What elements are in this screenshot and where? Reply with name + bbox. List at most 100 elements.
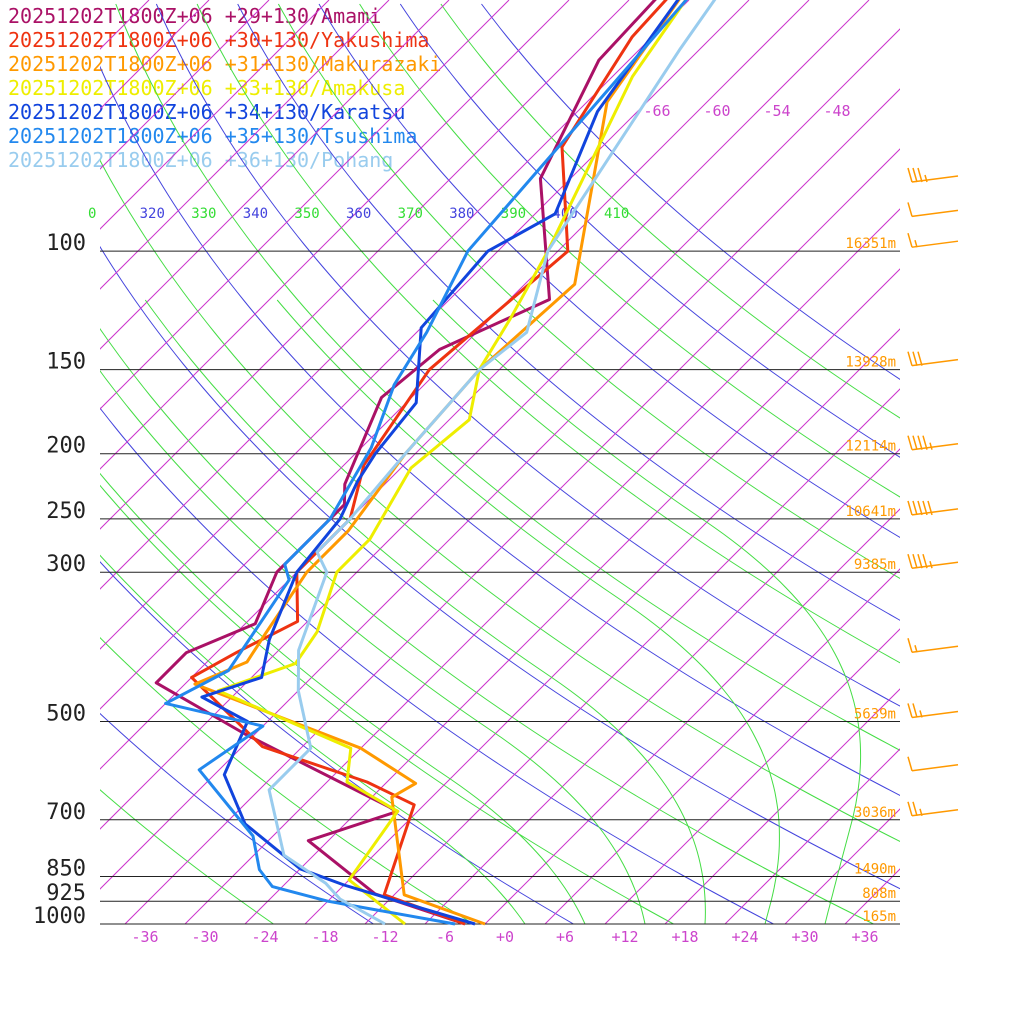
upper-temperature-labels: -66 -60 -54 -48: [643, 102, 850, 120]
isotherm: [100, 0, 150, 50]
moist-adiabat: [276, 299, 780, 924]
isotherm: [844, 868, 900, 924]
theta-label: 340: [243, 206, 268, 222]
temperature-tick-label: -18: [311, 928, 338, 946]
upper-temperature-label: -60: [703, 102, 730, 120]
wind-barb: [907, 351, 959, 367]
sounding-line: [200, 0, 680, 926]
wind-barb: [907, 500, 959, 516]
isotherm: [100, 28, 900, 830]
isotherm: [0, 0, 89, 924]
isotherm: [965, 0, 1024, 924]
theta-label: 330: [191, 206, 216, 222]
height-labels: 16351m 13928m 12114m 10641m 9385m 5639m 3036m 1…: [845, 236, 896, 925]
legend-entry: 20251202T1800Z+06 +30+130/Yakushima: [8, 28, 430, 52]
temperature-tick-label: -24: [251, 928, 278, 946]
theta-label: 350: [294, 206, 319, 222]
theta-label: 0: [88, 206, 96, 222]
sounding-line: [193, 0, 681, 926]
wind-barb: [907, 638, 959, 654]
pressure-label: 925: [46, 881, 86, 906]
height-label: 3036m: [854, 805, 896, 821]
theta-label: 370: [398, 206, 423, 222]
isotherm: [484, 508, 900, 924]
isentrope: [359, 3, 900, 498]
wind-barb: [907, 202, 959, 218]
isentrope: [100, 712, 374, 924]
pressure-label: 300: [46, 552, 86, 577]
theta-label: 410: [604, 206, 629, 222]
isentrope: [196, 3, 900, 664]
wind-barb: [907, 756, 959, 772]
wind-barb: [907, 553, 959, 569]
isotherm: [0, 0, 29, 924]
pressure-label: 150: [46, 350, 86, 375]
sounding-series: [154, 0, 717, 926]
isentrope: [100, 327, 874, 924]
isotherm: [724, 748, 900, 924]
isentropes: [100, 3, 900, 924]
isotherm: [100, 0, 330, 230]
isentrope: [115, 3, 900, 751]
isentrope: [155, 3, 900, 707]
temperature-tick-label: -6: [436, 928, 454, 946]
pressure-label: 250: [46, 499, 86, 524]
wind-barbs: [907, 167, 959, 817]
legend: 20251202T1800Z+06 +29+130/Amami 20251202…: [8, 4, 441, 172]
isentrope: [399, 3, 900, 458]
pressure-label: 700: [46, 800, 86, 825]
isentrope: [318, 3, 900, 539]
moist-adiabat: [144, 299, 706, 924]
theta-labels: 0 320 330 340 350 360 370 380 390 400 410: [88, 206, 629, 222]
isotherm: [664, 688, 900, 924]
isentrope: [100, 636, 474, 924]
sounding-line: [267, 0, 717, 926]
temperature-tick-label: +18: [671, 928, 698, 946]
theta-label: 380: [449, 206, 474, 222]
wind-barb: [907, 801, 959, 817]
sounding-line: [216, 0, 688, 926]
theta-label: 360: [346, 206, 371, 222]
height-label: 165m: [862, 909, 896, 925]
upper-temperature-label: -54: [763, 102, 790, 120]
isotherm: [100, 0, 270, 170]
isentrope: [481, 3, 900, 380]
temperature-tick-label: +30: [791, 928, 818, 946]
isotherm: [100, 0, 510, 410]
isentrope: [100, 65, 900, 796]
isentrope: [100, 484, 674, 924]
height-label: 13928m: [845, 355, 896, 371]
legend-entry: 20251202T1800Z+06 +29+130/Amami: [8, 4, 382, 28]
theta-label: 390: [501, 206, 526, 222]
temperature-tick-label: +6: [556, 928, 574, 946]
temperature-tick-label: -36: [131, 928, 158, 946]
upper-temperature-label: -66: [643, 102, 670, 120]
isotherm: [905, 0, 1024, 924]
isotherm: [100, 0, 390, 290]
isotherm: [100, 0, 810, 710]
isentrope: [440, 3, 900, 419]
pressure-label: 500: [46, 701, 86, 726]
isotherm: [424, 448, 900, 924]
isotherm: [544, 568, 900, 924]
isotherm: [100, 0, 210, 110]
height-label: 808m: [862, 886, 896, 902]
moist-adiabats: [100, 299, 862, 924]
isotherm: [184, 208, 900, 924]
isotherm: [100, 0, 450, 350]
isentrope: [237, 3, 900, 621]
temperature-tick-label: -12: [371, 928, 398, 946]
sounding-line: [164, 0, 689, 926]
upper-temperature-label: -48: [823, 102, 850, 120]
height-label: 12114m: [845, 439, 896, 455]
wind-barb: [907, 232, 959, 248]
isotherm: [784, 808, 900, 924]
temperature-tick-label: -30: [191, 928, 218, 946]
isotherm: [304, 328, 900, 924]
isentrope: [100, 159, 900, 843]
sounding-line: [190, 0, 668, 926]
temperature-tick-label: +12: [611, 928, 638, 946]
height-label: 9385m: [854, 557, 896, 573]
